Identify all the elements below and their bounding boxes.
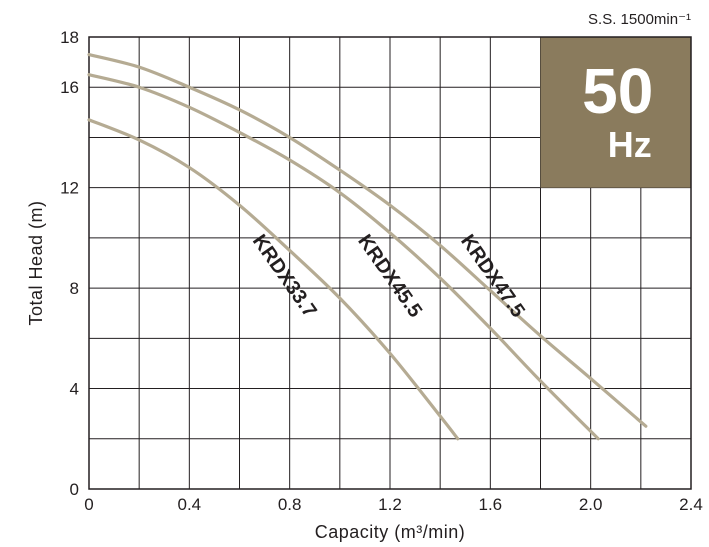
x-tick-label: 1.2 (378, 495, 402, 514)
plot-border (88, 36, 692, 490)
y-tick-label: 16 (60, 78, 79, 97)
curve-krdx47.5 (87, 52, 648, 428)
frequency-unit: Hz (608, 124, 652, 165)
frequency-badge-background (540, 37, 691, 188)
y-tick-label: 12 (60, 179, 79, 198)
x-tick-label: 0.4 (178, 495, 202, 514)
tick-labels: 0 0.4 0.8 1.2 1.6 2.0 2.4 0 4 8 12 16 18 (60, 28, 703, 514)
frequency-badge: 50 Hz (540, 37, 691, 188)
curves (87, 52, 648, 441)
curve-krdx33.7 (87, 118, 460, 441)
frequency-value: 50 (582, 55, 653, 127)
y-tick-label: 18 (60, 28, 79, 47)
y-tick-label: 8 (70, 279, 79, 298)
x-tick-label: 2.0 (579, 495, 603, 514)
y-tick-label: 4 (70, 380, 79, 399)
x-tick-label: 2.4 (679, 495, 703, 514)
speed-annotation: S.S. 1500min⁻¹ (588, 11, 691, 28)
x-tick-label: 0.8 (278, 495, 302, 514)
curve-label-krdx47.5: KRDX47.5 (456, 231, 529, 322)
x-axis-label: Capacity (m³/min) (315, 522, 466, 542)
y-axis-label: Total Head (m) (26, 200, 46, 325)
plot-frame (88, 36, 692, 490)
y-tick-label: 0 (70, 480, 79, 499)
x-tick-label: 0 (84, 495, 93, 514)
x-tick-label: 1.6 (479, 495, 503, 514)
curve-krdx45.5 (87, 73, 600, 441)
